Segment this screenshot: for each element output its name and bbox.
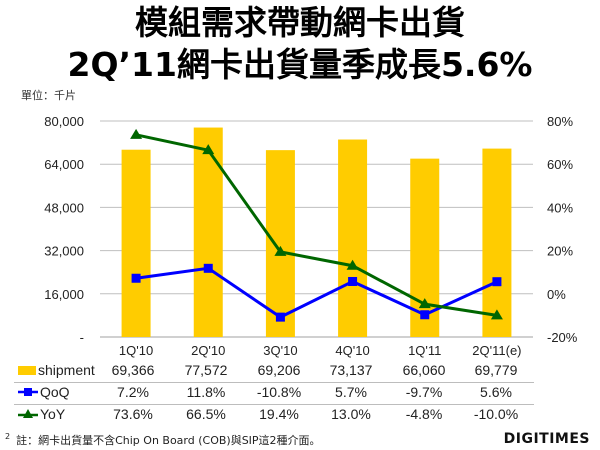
category-label: 4Q'10	[335, 343, 369, 358]
legend-shipment: shipment	[18, 360, 95, 380]
shipment-bar	[482, 148, 512, 337]
legend-label: YoY	[40, 406, 66, 422]
left-axis-tick-label: 16,000	[44, 287, 84, 302]
table-cell: 5.6%	[480, 384, 512, 400]
triangle-marker-icon	[130, 128, 143, 139]
left-axis-tick-label: 32,000	[44, 244, 84, 259]
right-axis-ticks: -20% 0% 20% 40% 60% 80%	[547, 114, 578, 345]
square-marker-icon	[203, 263, 213, 273]
square-marker-icon	[420, 310, 430, 320]
legend-qoq: QoQ	[18, 382, 70, 402]
table-cell: 66,060	[402, 362, 446, 378]
qoq-line	[135, 266, 498, 319]
left-axis-tick-label: 48,000	[44, 200, 84, 215]
shipment-bar	[265, 150, 295, 337]
yellow-bar-swatch-icon	[18, 365, 36, 375]
square-marker-icon	[275, 312, 285, 322]
legend-label: shipment	[38, 362, 95, 378]
table-row-yoy: YoY 73.6% 66.5% 19.4% 13.0% -4.8% -10.0%	[14, 404, 534, 424]
right-axis-tick-label: 20%	[547, 244, 573, 259]
right-axis-tick-label: 0%	[547, 287, 566, 302]
shipment-bar	[193, 127, 223, 337]
footnote-text: 註：網卡出貨量不含Chip On Board (COB)與SIP這2種介面。	[16, 434, 321, 447]
table-divider	[14, 404, 534, 405]
table-cell: 66.5%	[186, 406, 226, 422]
triangle-marker-icon	[274, 245, 287, 256]
category-label: 1Q'10	[119, 343, 153, 358]
square-marker-icon	[131, 273, 141, 283]
table-cell: 11.8%	[186, 384, 226, 400]
table-cell: 5.7%	[335, 384, 367, 400]
page-number: 2	[5, 432, 11, 441]
legend-label: QoQ	[40, 384, 70, 400]
category-axis: 1Q'10 2Q'10 3Q'10 4Q'10 1Q'11 2Q'11(e)	[119, 343, 522, 358]
square-marker-icon	[492, 277, 502, 287]
square-marker-icon	[348, 276, 358, 286]
yoy-line	[135, 133, 498, 317]
chart-title-line2: 2Q’11網卡出貨量季成長5.6%	[67, 45, 533, 84]
category-label: 1Q'11	[408, 343, 441, 358]
triangle-marker-icon	[490, 309, 503, 320]
triangle-marker-icon	[202, 144, 215, 155]
combo-chart: - 16,000 32,000 48,000 64,000 80,000 -20% 0% 20…	[44, 114, 578, 358]
green-triangle-marker-icon	[18, 409, 38, 418]
table-cell: 73.6%	[113, 406, 153, 422]
unit-label: 單位：千片	[21, 89, 76, 102]
category-label: 2Q'10	[191, 343, 225, 358]
shipment-bar	[338, 139, 368, 337]
table-cell: 69,366	[111, 362, 155, 378]
blue-square-marker-icon	[18, 388, 38, 396]
category-label: 2Q'11(e)	[472, 343, 521, 358]
chart-title-line1: 模組需求帶動網卡出貨	[135, 3, 465, 42]
table-cell: -10.0%	[473, 406, 519, 422]
legend-yoy: YoY	[18, 404, 65, 424]
table-cell: 77,572	[184, 362, 228, 378]
table-cell: -9.7%	[405, 384, 443, 400]
table-cell: 7.2%	[117, 384, 149, 400]
right-axis-tick-label: 80%	[547, 114, 573, 129]
left-axis-tick-label: 80,000	[44, 114, 84, 129]
right-axis-tick-label: -20%	[547, 330, 578, 345]
table-cell: 19.4%	[259, 406, 299, 422]
table-cell: -10.8%	[256, 384, 302, 400]
table-divider	[14, 382, 534, 383]
triangle-marker-icon	[346, 259, 359, 270]
right-axis-tick-label: 40%	[547, 200, 573, 215]
gridlines	[100, 120, 533, 338]
table-row-shipment: shipment 69,366 77,572 69,206 73,137 66,…	[14, 360, 534, 380]
table-cell: 73,137	[329, 362, 373, 378]
shipment-bar	[121, 149, 151, 337]
category-label: 3Q'10	[263, 343, 297, 358]
percentage-lines	[130, 128, 503, 322]
triangle-marker-icon	[418, 298, 431, 309]
table-cell: -4.8%	[405, 406, 443, 422]
table-cell: 69,206	[257, 362, 301, 378]
left-axis-tick-label: 64,000	[44, 157, 84, 172]
table-cell: 13.0%	[331, 406, 371, 422]
digitimes-logo: DIGITIMES	[503, 431, 590, 447]
table-cell: 69,779	[474, 362, 518, 378]
right-axis-tick-label: 60%	[547, 157, 573, 172]
left-axis-ticks: - 16,000 32,000 48,000 64,000 80,000	[44, 114, 84, 345]
footnote: 2 註：網卡出貨量不含Chip On Board (COB)與SIP這2種介面。	[5, 432, 321, 448]
table-row-qoq: QoQ 7.2% 11.8% -10.8% 5.7% -9.7% 5.6%	[14, 382, 534, 402]
left-axis-tick-label: -	[80, 330, 84, 345]
shipment-bars	[121, 127, 512, 337]
